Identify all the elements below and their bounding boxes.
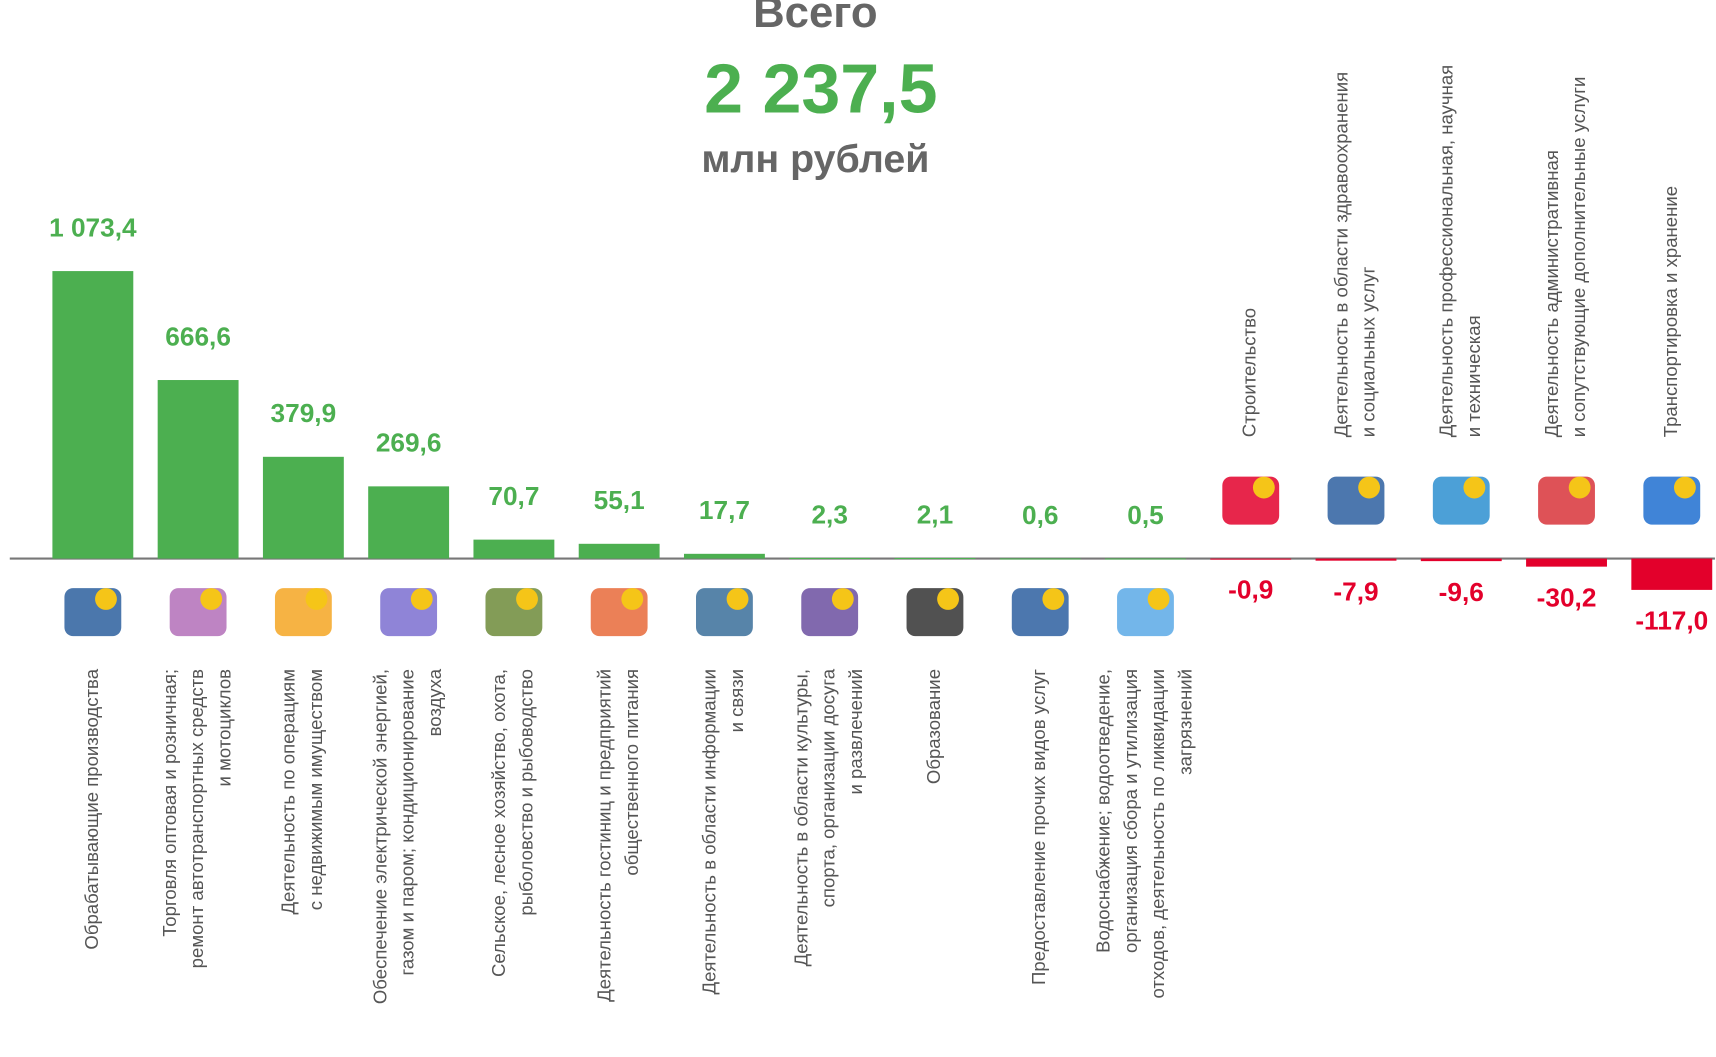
category-label: Образование [923,669,944,784]
bar [789,557,871,560]
icon [1252,476,1275,499]
icon [1358,476,1381,499]
value-label: 269,6 [376,428,442,458]
category-label: Деятельность административная и сопутству… [1541,77,1589,438]
bar [999,558,1081,560]
category-label: Сельское, лесное хозяйство, охота, рыболо… [488,669,536,977]
bar [1526,558,1607,567]
category-label: Предоставление прочих видов услуг [1028,669,1049,985]
category-label: Водоснабжение; водоотведение, организация… [1092,669,1195,999]
value-label: 2,3 [811,499,847,529]
value-label: -30,2 [1537,582,1597,612]
icon [621,588,644,610]
icon [516,588,538,610]
bar [1315,558,1397,561]
bar [683,553,765,559]
icon [410,588,433,610]
icon [726,588,749,610]
value-label: 2,1 [917,499,953,529]
value-label: 1 073,4 [49,212,137,242]
bar [894,557,976,560]
bar [52,271,134,559]
value-label: 17,7 [699,495,750,525]
category-label: Обрабатывающие производства [81,668,102,949]
value-label: -7,9 [1333,576,1378,606]
category-label: Деятельность в области здравоохранения и … [1330,72,1378,437]
category-label: Строительство [1239,308,1260,437]
icon [95,588,117,610]
bar [578,543,660,559]
bar [262,456,344,559]
icon [1042,588,1065,610]
value-label: 666,6 [165,321,231,351]
bar [1210,558,1292,560]
icon [200,588,223,610]
category-label: Транспортировка и хранение [1660,186,1681,437]
icon [831,588,854,610]
icon [1147,588,1170,610]
unit: млн рублей [701,137,929,181]
icon [1673,476,1696,499]
category-label: Обеспечение электрической энергией, газом… [369,668,445,1004]
icon [937,588,959,610]
value-label: 0,5 [1127,500,1163,530]
total: 2 237,5 [704,49,937,127]
category-label: Деятельность в области культуры, спорта, … [790,668,866,966]
category-label: Деятельность гостиниц и предприятий общес… [593,669,641,1002]
value-label: -9,6 [1439,577,1484,607]
bar [157,380,239,559]
bar [1420,558,1502,562]
bar [1631,558,1713,590]
value-label: -117,0 [1635,606,1708,636]
bar [1105,558,1186,560]
value-label: 0,6 [1022,500,1058,530]
icon [1568,476,1591,499]
category-label: Деятельность по операциям с недвижимым им… [278,669,326,915]
category-label: Торговля оптовая и розничная; ремонт авто… [159,669,235,969]
value-label: 70,7 [488,481,539,511]
value-label: 55,1 [594,485,645,515]
bar [473,539,555,559]
bar [368,486,450,559]
icon [305,588,328,610]
icon [1463,476,1486,499]
value-label: 379,9 [271,398,337,428]
chart-title: Всего [753,0,878,37]
value-label: -0,9 [1228,575,1273,605]
category-label: Деятельность профессиональная, научная и … [1436,65,1484,437]
category-label: Деятельность в области информации и связи [699,669,747,995]
